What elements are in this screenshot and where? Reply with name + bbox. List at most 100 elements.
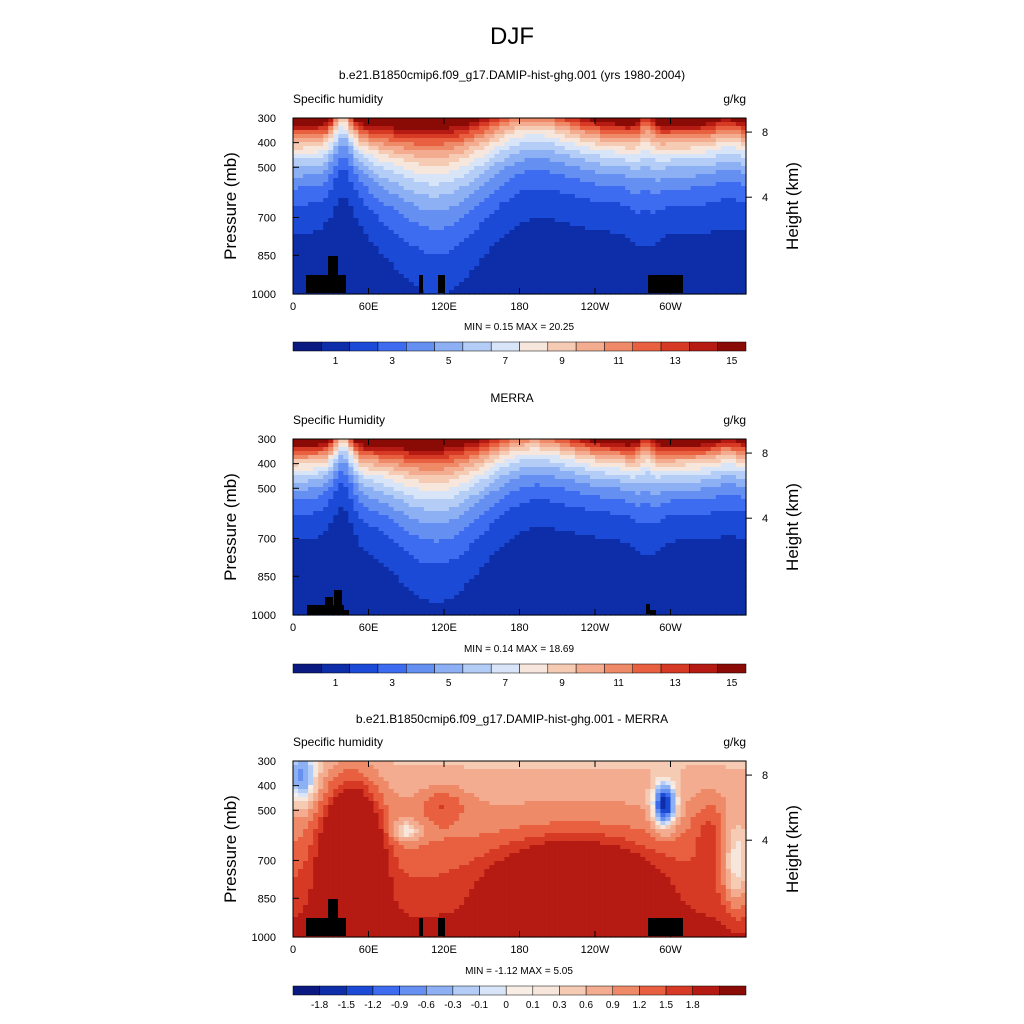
- contour-cell: [660, 218, 667, 223]
- contour-cell: [584, 214, 591, 219]
- contour-cell: [423, 150, 430, 155]
- contour-cell: [670, 186, 677, 191]
- contour-cell: [705, 274, 712, 279]
- contour-cell: [433, 146, 440, 151]
- contour-cell: [650, 439, 656, 444]
- contour-cell: [333, 459, 339, 464]
- contour-cell: [715, 443, 722, 448]
- contour-cell: [494, 170, 500, 175]
- contour-cell: [645, 186, 651, 191]
- contour-cell: [680, 286, 687, 291]
- contour-cell: [640, 278, 646, 283]
- contour-cell: [469, 178, 475, 183]
- contour-cell: [323, 443, 329, 448]
- contour-cell: [459, 286, 465, 291]
- contour-cell: [655, 455, 662, 460]
- contour-cell: [464, 286, 470, 291]
- contour-cell: [348, 250, 354, 255]
- contour-cell: [660, 174, 667, 179]
- contour-cell: [670, 471, 677, 476]
- contour-cell: [348, 258, 354, 263]
- contour-cell: [640, 178, 646, 183]
- contour-cell: [524, 198, 531, 203]
- contour-cell: [348, 471, 354, 476]
- contour-cell: [348, 206, 354, 211]
- contour-cell: [449, 234, 455, 239]
- contour-cell: [730, 130, 737, 135]
- contour-cell: [423, 178, 430, 183]
- contour-cell: [584, 210, 591, 215]
- contour-cell: [675, 270, 682, 275]
- contour-cell: [574, 471, 581, 476]
- contour-cell: [574, 166, 581, 171]
- contour-cell: [579, 130, 586, 135]
- contour-cell: [504, 134, 511, 139]
- contour-cell: [665, 206, 672, 211]
- contour-cell: [489, 118, 495, 123]
- contour-cell: [444, 170, 450, 175]
- contour-cell: [449, 178, 455, 183]
- contour-cell: [715, 455, 722, 460]
- contour-cell: [640, 154, 646, 159]
- contour-cell: [464, 166, 470, 171]
- contour-cell: [589, 178, 596, 183]
- contour-cell: [554, 174, 561, 179]
- contour-cell: [383, 118, 390, 123]
- contour-cell: [494, 479, 500, 484]
- contour-cell: [418, 214, 425, 219]
- contour-cell: [494, 130, 500, 135]
- contour-cell: [393, 230, 400, 235]
- contour-cell: [650, 122, 656, 127]
- contour-cell: [600, 182, 606, 187]
- contour-cell: [610, 162, 616, 167]
- contour-cell: [363, 138, 370, 143]
- contour-cell: [318, 158, 324, 163]
- contour-cell: [635, 274, 641, 279]
- contour-cell: [625, 439, 631, 444]
- contour-cell: [539, 270, 546, 275]
- contour-cell: [710, 170, 717, 175]
- contour-cell: [569, 258, 576, 263]
- contour-cell: [484, 262, 490, 267]
- contour-cell: [665, 174, 672, 179]
- contour-cell: [408, 290, 415, 295]
- contour-cell: [700, 242, 707, 247]
- contour-cell: [474, 210, 480, 215]
- contour-cell: [569, 290, 576, 295]
- contour-cell: [685, 138, 692, 143]
- contour-cell: [600, 126, 606, 131]
- contour-cell: [393, 154, 400, 159]
- contour-cell: [499, 194, 505, 199]
- contour-cell: [509, 479, 516, 484]
- contour-cell: [534, 214, 541, 219]
- contour-cell: [479, 270, 485, 275]
- contour-cell: [479, 242, 485, 247]
- contour-cell: [293, 118, 299, 123]
- contour-cell: [700, 206, 707, 211]
- contour-cell: [589, 222, 596, 227]
- contour-cell: [584, 250, 591, 255]
- contour-cell: [323, 130, 329, 135]
- contour-cell: [323, 254, 329, 259]
- contour-cell: [529, 471, 536, 476]
- contour-cell: [378, 278, 385, 283]
- contour-cell: [373, 130, 380, 135]
- contour-cell: [383, 274, 390, 279]
- contour-cell: [700, 146, 707, 151]
- contour-cell: [705, 226, 712, 231]
- contour-cell: [690, 178, 697, 183]
- contour-cell: [569, 146, 576, 151]
- contour-cell: [454, 230, 460, 235]
- contour-cell: [735, 198, 742, 203]
- contour-cell: [489, 258, 495, 263]
- contour-cell: [378, 258, 385, 263]
- contour-cell: [640, 122, 646, 127]
- contour-cell: [328, 475, 334, 480]
- contour-cell: [363, 278, 370, 283]
- contour-cell: [715, 142, 722, 147]
- contour-cell: [675, 154, 682, 159]
- contour-cell: [740, 234, 747, 239]
- contour-cell: [333, 238, 339, 243]
- contour-cell: [549, 190, 556, 195]
- contour-cell: [660, 122, 667, 127]
